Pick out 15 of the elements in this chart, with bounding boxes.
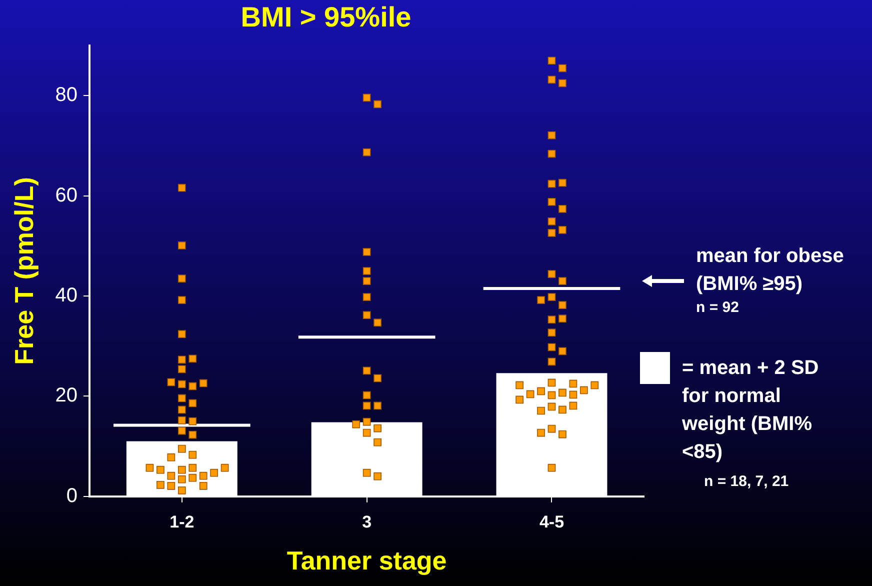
y-axis-title: Free T (pmol/L) xyxy=(8,177,39,365)
text: n = 92 xyxy=(696,298,740,318)
y-tick-label: 40 xyxy=(55,284,78,307)
text: mean for obese (BMI% ≥95) xyxy=(696,244,845,297)
y-tick-label: 60 xyxy=(55,184,78,206)
x-tick-label: 3 xyxy=(362,512,372,532)
y-tick-label: 80 xyxy=(55,84,78,106)
x-tick-label: 4-5 xyxy=(539,512,564,532)
y-tick-label: 0 xyxy=(66,484,78,507)
legend-label: = mean + 2 SD for normal weight (BMI% <85) xyxy=(682,356,820,465)
chart-title: BMI > 95%ile xyxy=(240,2,412,33)
y-tick-label: 20 xyxy=(55,384,78,407)
x-tick-label: 1-2 xyxy=(170,512,194,532)
x-axis-title: Tanner stage xyxy=(286,546,447,576)
text: n = 18, 7, 21 xyxy=(704,472,790,492)
